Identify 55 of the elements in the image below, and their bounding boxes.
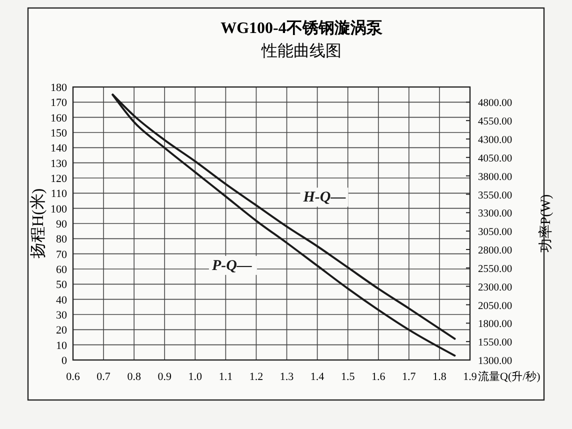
y-tick-label: 120 <box>50 173 68 185</box>
x-tick-label: 0.9 <box>158 371 172 383</box>
y-tick-label: 40 <box>56 294 68 306</box>
y-tick-label: 180 <box>50 82 68 94</box>
y2-tick-label: 3800.00 <box>478 172 512 183</box>
y-tick-label: 160 <box>50 112 68 124</box>
y2-tick-label: 4050.00 <box>478 153 512 164</box>
x-tick-label: 1.8 <box>432 371 447 383</box>
x-tick-label: 1.0 <box>188 371 203 383</box>
y-tick-label: 100 <box>50 203 68 216</box>
x-tick-label: 1.9 <box>463 371 478 383</box>
y2-tick-label: 3550.00 <box>478 190 512 202</box>
x-tick-label: 1.3 <box>280 371 294 383</box>
y2-tick-label: 2800.00 <box>478 246 512 257</box>
y2-tick-label: 2300.00 <box>478 282 512 294</box>
y-tick-label: 50 <box>56 279 68 292</box>
y-tick-label: 110 <box>50 188 68 200</box>
y-tick-label: 130 <box>50 158 68 170</box>
y2-tick-label: 4800.00 <box>478 98 512 110</box>
x-axis-title: 流量Q(升/秒) <box>478 370 541 383</box>
y-tick-label: 0 <box>62 355 68 367</box>
chart-subtitle: 性能曲线图 <box>260 42 342 60</box>
y-tick-label: 10 <box>56 340 68 352</box>
y2-tick-label: 1800.00 <box>478 319 512 330</box>
y-tick-label: 170 <box>50 97 68 110</box>
y2-tick-label: 2550.00 <box>478 264 512 275</box>
y2-tick-label: 1300.00 <box>478 356 512 367</box>
y2-tick-label: 4300.00 <box>478 135 512 146</box>
y2-tick-label: 3300.00 <box>478 208 512 220</box>
series-label: H-Q— <box>302 190 346 206</box>
y2-tick-label: 2050.00 <box>478 300 512 312</box>
x-tick-label: 1.2 <box>249 371 264 383</box>
x-tick-label: 1.7 <box>402 371 416 383</box>
y-tick-label: 20 <box>56 324 68 337</box>
y-tick-label: 80 <box>56 234 68 246</box>
x-tick-label: 0.8 <box>127 371 142 383</box>
y-axis-title: 扬程H(米) <box>29 188 47 259</box>
y-tick-label: 90 <box>56 218 68 230</box>
y-tick-label: 140 <box>50 142 68 155</box>
x-tick-label: 1.5 <box>340 371 356 383</box>
x-tick-label: 1.1 <box>218 371 233 383</box>
text: P-Q— <box>212 258 252 274</box>
chart-title: WG100-4不锈钢漩涡泵 <box>220 19 384 37</box>
x-tick-label: 1.4 <box>310 371 325 383</box>
y2-tick-label: 3050.00 <box>478 227 512 238</box>
x-tick-label: 1.6 <box>372 371 386 383</box>
y-tick-label: 150 <box>50 128 68 140</box>
y2-axis-title: 功率P(W) <box>538 194 554 253</box>
y2-tick-label: 1550.00 <box>478 338 512 349</box>
y2-tick-label: 4550.00 <box>478 116 512 128</box>
y-tick-label: 30 <box>56 310 68 322</box>
y-tick-label: 60 <box>56 264 68 276</box>
x-tick-label: 0.7 <box>96 371 111 383</box>
x-tick-label: 0.6 <box>66 371 80 383</box>
y-tick-label: 70 <box>56 248 68 261</box>
